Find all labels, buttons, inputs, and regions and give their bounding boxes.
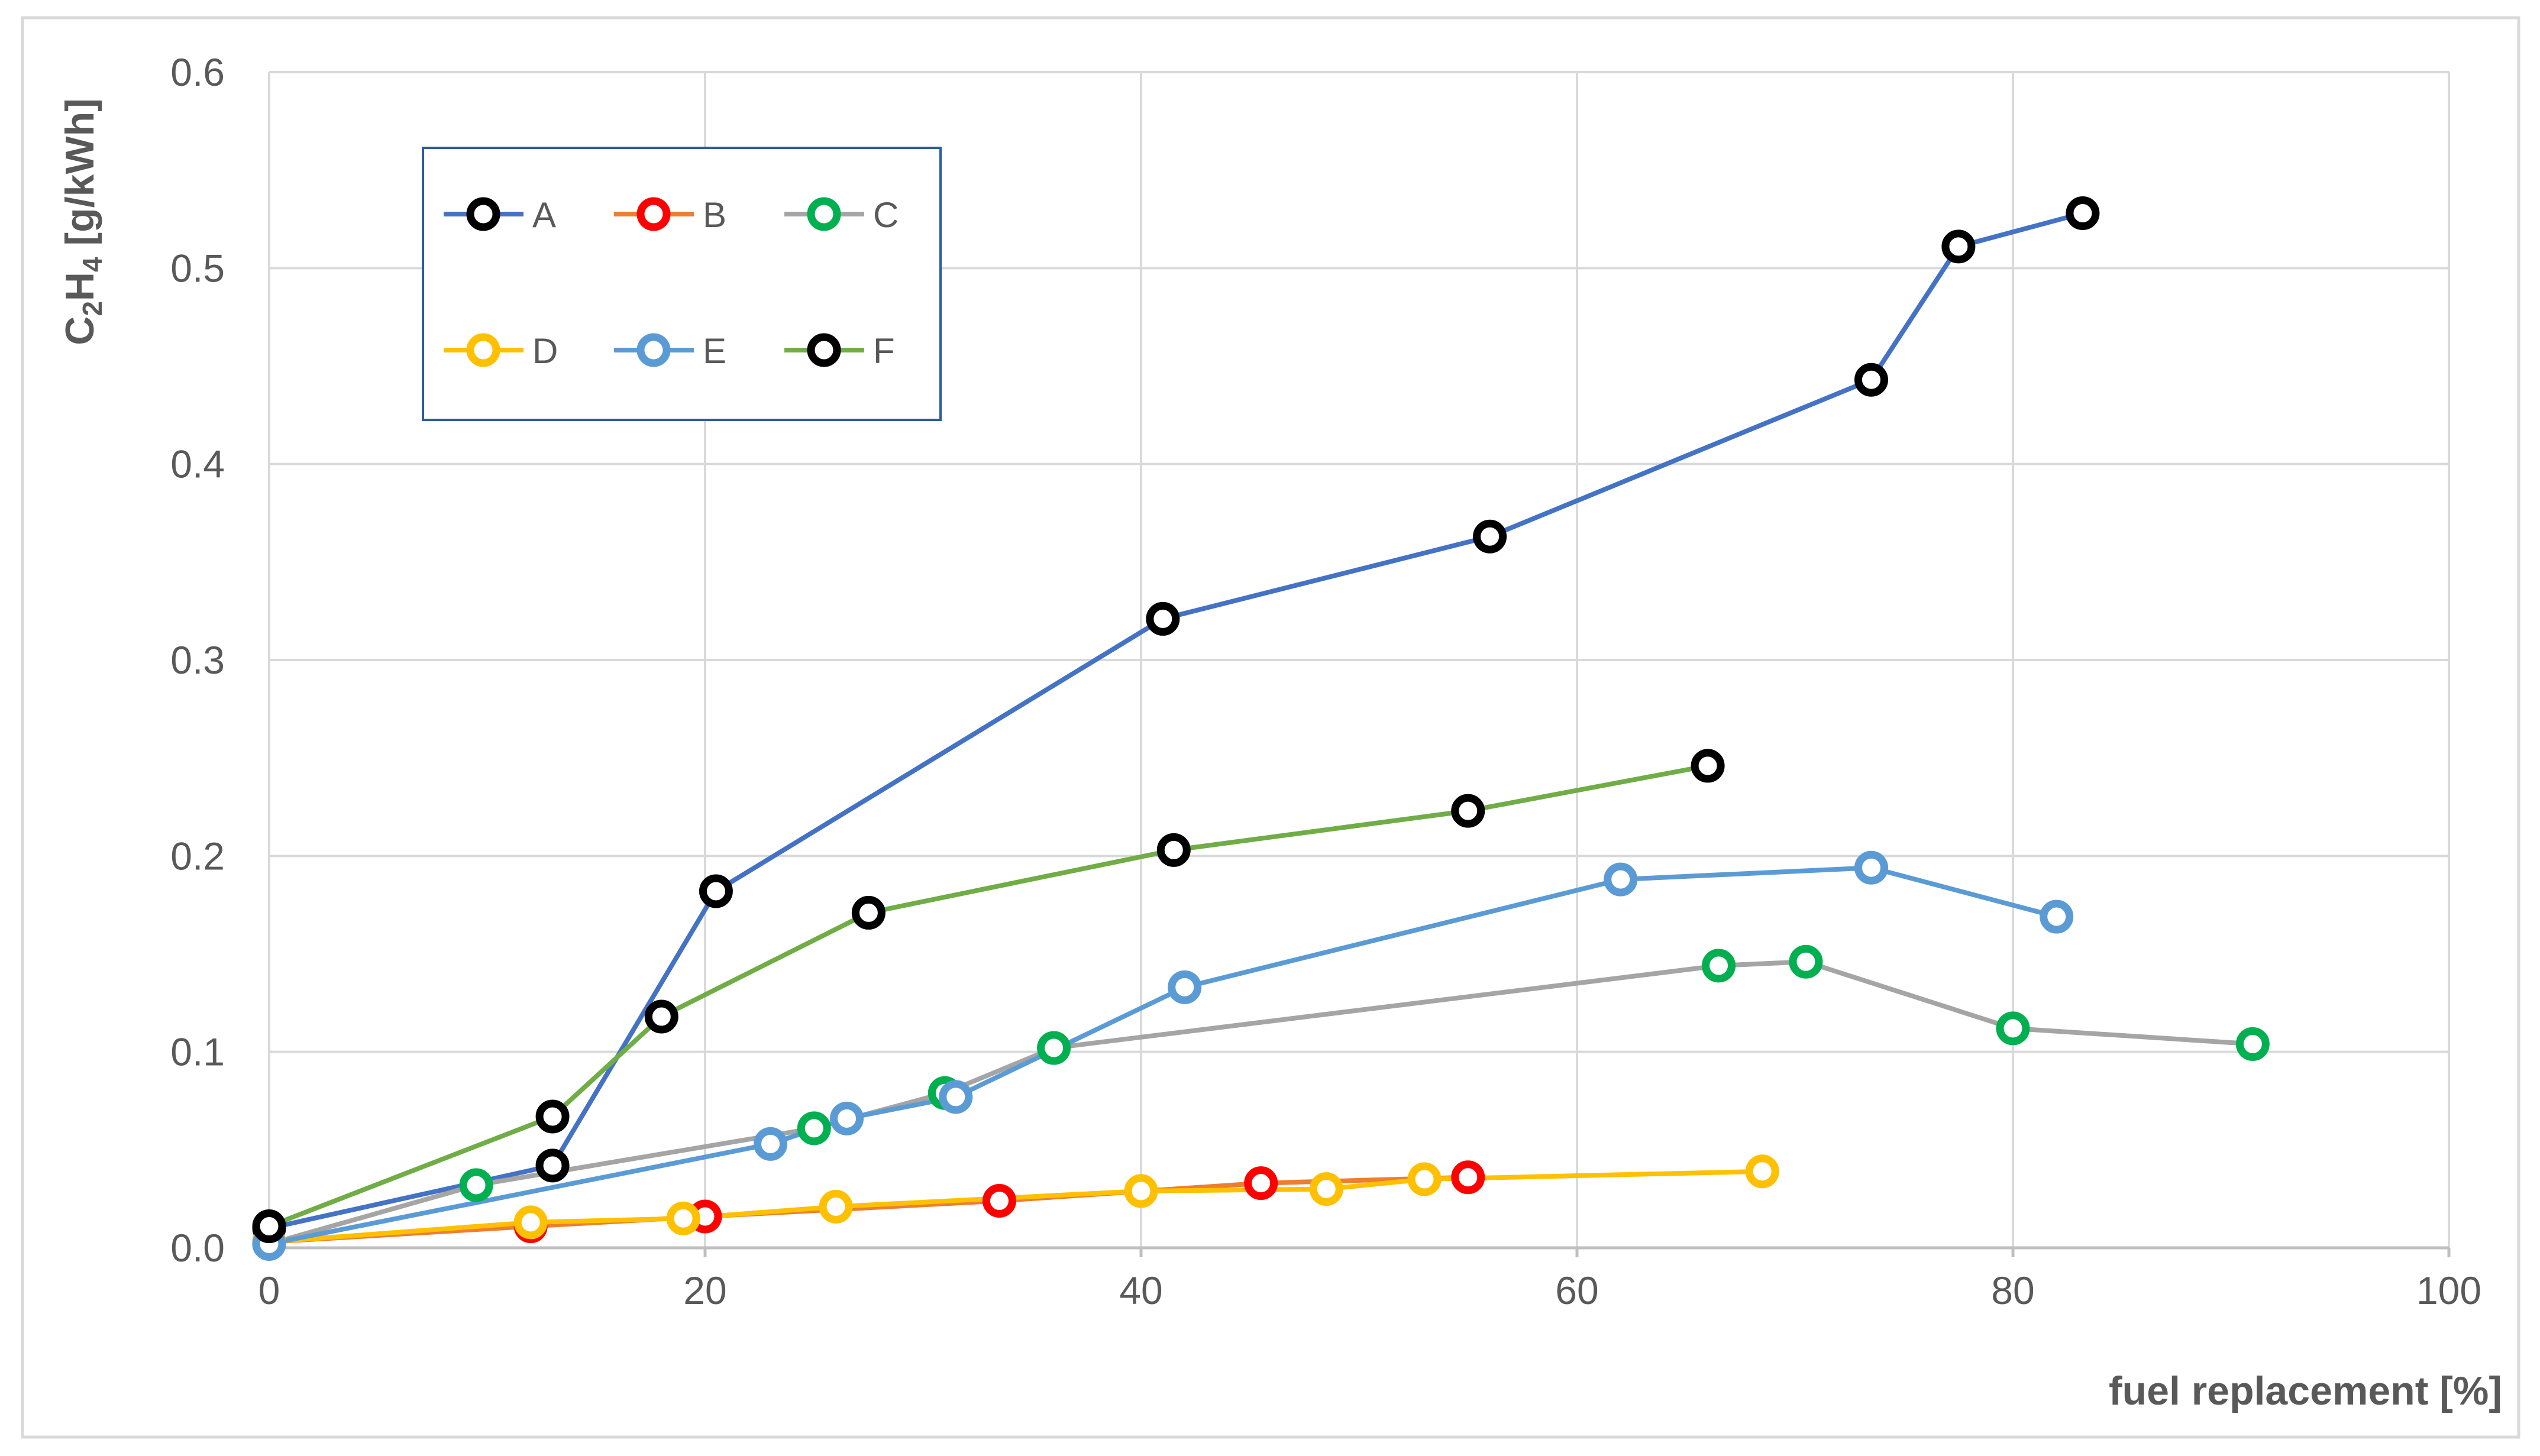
data-point: [1691, 749, 1725, 783]
series-markers-D: [252, 1154, 1779, 1259]
legend-marker: [466, 333, 500, 367]
legend-box: [422, 147, 942, 421]
y-tick-label: 0.4: [170, 442, 225, 486]
data-point: [1124, 1174, 1158, 1208]
data-point: [1702, 949, 1736, 983]
legend-label: E: [703, 331, 726, 371]
data-point: [459, 1168, 493, 1202]
y-tick-labels: 0.0 0.1 0.2 0.3 0.4 0.5 0.6: [170, 50, 225, 1270]
legend-item-A: A: [444, 195, 556, 235]
y-tick-label: 0.3: [170, 638, 225, 682]
data-point: [535, 1148, 570, 1183]
data-point: [1789, 944, 1823, 979]
legend-label: A: [532, 195, 556, 235]
legend-item-F: F: [784, 331, 895, 371]
x-tick-label: 100: [2416, 1269, 2481, 1312]
data-point: [1156, 833, 1191, 867]
data-point: [851, 895, 886, 930]
series-markers-A: [252, 196, 2100, 1245]
data-point: [1604, 862, 1638, 897]
legend-item-E: E: [614, 331, 726, 371]
data-point: [2040, 900, 2074, 934]
data-point: [666, 1201, 700, 1235]
data-series: [252, 196, 2270, 1261]
data-point: [1407, 1162, 1442, 1196]
data-point: [1451, 794, 1485, 828]
x-tick-labels: 0 20 40 60 80 100: [258, 1269, 2481, 1312]
y-tick-label: 0.0: [170, 1226, 225, 1270]
legend: A B C D E F: [422, 147, 942, 421]
x-tick-label: 40: [1119, 1269, 1162, 1312]
data-point: [939, 1080, 973, 1114]
x-tick-label: 20: [683, 1269, 726, 1312]
data-point: [830, 1101, 864, 1135]
data-point: [1854, 363, 1888, 397]
data-point: [1473, 519, 1507, 554]
data-point: [252, 1209, 286, 1244]
data-point: [699, 874, 733, 908]
legend-label: B: [703, 195, 726, 235]
data-point: [1996, 1011, 2030, 1046]
legend-label: F: [873, 331, 895, 371]
y-tick-label: 0.5: [170, 246, 225, 290]
series-line-A: [269, 211, 2083, 1231]
x-tick-label: 80: [1991, 1269, 2034, 1312]
series-markers-C: [252, 944, 2270, 1261]
data-point: [513, 1205, 548, 1240]
x-tick-label: 0: [258, 1269, 280, 1312]
data-point: [1941, 229, 1976, 264]
legend-marker: [807, 333, 841, 367]
y-tick-label: 0.6: [170, 50, 225, 94]
series-A: [269, 211, 2083, 1231]
data-point: [2235, 1027, 2270, 1061]
data-point: [754, 1127, 788, 1161]
data-point: [1037, 1031, 1071, 1065]
y-axis-title: C2H4 [g/kWh]: [57, 98, 108, 345]
legend-item-D: D: [444, 331, 558, 371]
data-point: [2066, 196, 2100, 231]
data-point: [1451, 1160, 1485, 1195]
legend-label: C: [873, 195, 899, 235]
legend-items: A B C D E F: [444, 195, 899, 371]
legend-marker: [636, 333, 671, 367]
chart-area-border: [21, 16, 2520, 1439]
legend-marker: [636, 197, 671, 231]
legend-item-C: C: [784, 195, 899, 235]
series-markers-E: [252, 850, 2074, 1261]
data-point: [1309, 1172, 1343, 1206]
data-point: [1745, 1154, 1779, 1189]
data-point: [819, 1189, 853, 1224]
x-axis-title: fuel replacement [%]: [2109, 1368, 2502, 1413]
legend-item-B: B: [614, 195, 726, 235]
data-point: [644, 999, 678, 1034]
data-point: [1244, 1166, 1278, 1201]
y-tick-label: 0.2: [170, 834, 225, 878]
data-point: [1146, 601, 1180, 636]
data-point: [1854, 850, 1888, 885]
y-tick-label: 0.1: [170, 1030, 225, 1074]
data-point: [535, 1099, 570, 1134]
legend-label: D: [532, 331, 558, 371]
data-point: [982, 1183, 1016, 1218]
series-markers-F: [252, 749, 1725, 1244]
legend-marker: [807, 197, 841, 231]
data-point: [1168, 970, 1202, 1004]
data-point: [797, 1111, 831, 1146]
legend-marker: [466, 197, 500, 231]
x-tick-label: 60: [1555, 1269, 1598, 1312]
